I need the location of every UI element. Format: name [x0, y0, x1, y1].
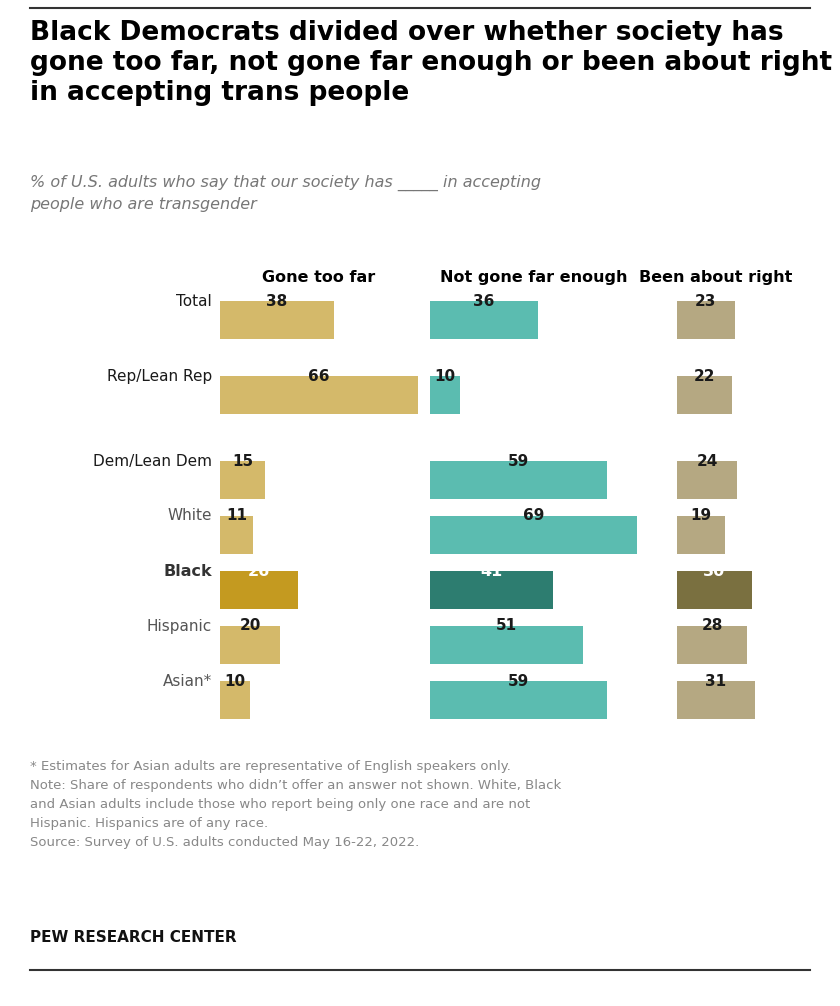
Bar	[220, 376, 418, 414]
Text: 59: 59	[508, 673, 529, 688]
Bar	[677, 626, 747, 664]
Bar	[430, 681, 607, 719]
Bar	[430, 571, 553, 609]
Text: 59: 59	[508, 454, 529, 469]
Bar	[430, 516, 637, 554]
Text: 51: 51	[496, 619, 517, 634]
Bar	[677, 681, 754, 719]
Bar	[677, 301, 734, 339]
Text: Been about right: Been about right	[639, 270, 792, 285]
Text: PEW RESEARCH CENTER: PEW RESEARCH CENTER	[30, 930, 237, 945]
Bar	[220, 461, 265, 499]
Text: % of U.S. adults who say that our society has _____ in accepting
people who are : % of U.S. adults who say that our societ…	[30, 175, 541, 212]
Text: 20: 20	[239, 619, 260, 634]
Text: 31: 31	[706, 673, 727, 688]
Text: 28: 28	[701, 619, 722, 634]
Bar	[220, 571, 298, 609]
Bar	[430, 376, 460, 414]
Text: Gone too far: Gone too far	[262, 270, 375, 285]
Text: 15: 15	[232, 454, 253, 469]
Text: 24: 24	[696, 454, 717, 469]
Bar	[430, 626, 583, 664]
Text: 30: 30	[703, 563, 726, 578]
Text: 36: 36	[473, 294, 495, 309]
Bar	[220, 681, 250, 719]
Bar	[677, 571, 752, 609]
Text: 22: 22	[694, 368, 715, 383]
Text: Black: Black	[163, 563, 212, 578]
Text: Hispanic: Hispanic	[147, 619, 212, 634]
Bar	[220, 516, 253, 554]
Bar	[677, 376, 732, 414]
Text: Not gone far enough: Not gone far enough	[440, 270, 627, 285]
Text: 69: 69	[522, 508, 544, 523]
Bar	[220, 301, 334, 339]
Text: White: White	[167, 508, 212, 523]
Text: 11: 11	[226, 508, 247, 523]
Text: 41: 41	[480, 563, 502, 578]
Bar	[220, 626, 280, 664]
Bar	[677, 516, 724, 554]
Text: Rep/Lean Rep: Rep/Lean Rep	[107, 368, 212, 383]
Text: 26: 26	[248, 563, 270, 578]
Text: 10: 10	[434, 368, 455, 383]
Text: Asian*: Asian*	[163, 673, 212, 688]
Text: 10: 10	[224, 673, 245, 688]
Text: 19: 19	[690, 508, 711, 523]
Text: Dem/Lean Dem: Dem/Lean Dem	[93, 454, 212, 469]
Bar	[677, 461, 737, 499]
Text: Black Democrats divided over whether society has
gone too far, not gone far enou: Black Democrats divided over whether soc…	[30, 20, 832, 106]
Text: 23: 23	[695, 294, 717, 309]
Text: 66: 66	[308, 368, 330, 383]
Text: Total: Total	[176, 294, 212, 309]
Bar	[430, 461, 607, 499]
Bar	[430, 301, 538, 339]
Text: * Estimates for Asian adults are representative of English speakers only.
Note: : * Estimates for Asian adults are represe…	[30, 760, 561, 849]
Text: 38: 38	[266, 294, 287, 309]
